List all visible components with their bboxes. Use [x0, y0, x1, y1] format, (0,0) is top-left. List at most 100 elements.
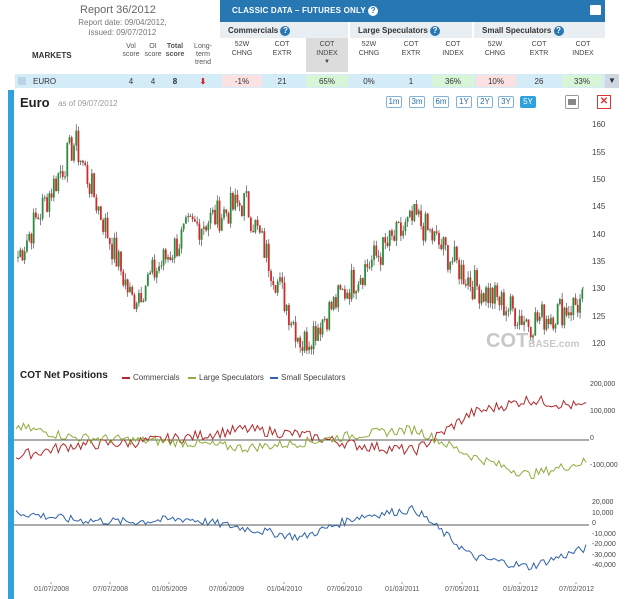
candle-body — [462, 264, 465, 284]
candle-body — [565, 307, 568, 316]
x-tick-label: 01/07/2008 — [34, 586, 70, 593]
candle-body — [444, 237, 447, 246]
candle-body — [361, 278, 364, 286]
candle-body — [48, 193, 51, 212]
candle-body — [570, 312, 572, 316]
price-tick: 130 — [592, 284, 606, 294]
cot-tick: -100,000 — [590, 462, 618, 469]
large-chng-header[interactable]: 52W CHNG — [358, 41, 380, 57]
print-icon[interactable] — [565, 95, 579, 109]
candle-body — [527, 319, 530, 327]
price-tick: 160 — [592, 120, 606, 130]
candle-body — [180, 229, 183, 249]
candle-body — [288, 305, 290, 326]
candle-body — [352, 270, 355, 294]
candle-body — [131, 286, 134, 295]
candle-body — [458, 260, 461, 280]
candle-body — [339, 285, 342, 290]
small-speculators-line — [15, 504, 587, 571]
collapse-icon[interactable]: ▼ — [605, 74, 619, 88]
candle-body — [173, 238, 176, 259]
large-index-header[interactable]: COT INDEX — [442, 41, 464, 57]
range-button-3m[interactable]: 3m — [409, 96, 425, 108]
candle-body — [554, 324, 557, 329]
candle-body — [75, 130, 78, 146]
candle-body — [386, 242, 389, 246]
report-date: Report date: 09/04/2012, — [78, 18, 167, 27]
candle-body — [400, 222, 402, 236]
markets-header: MARKETS — [32, 51, 72, 60]
candle-body — [97, 206, 100, 211]
candle-body — [451, 261, 454, 263]
candle-body — [305, 331, 308, 351]
small-spec-tick: -40,000 — [592, 562, 616, 569]
candle-body — [420, 210, 422, 227]
candle-body — [561, 299, 564, 326]
range-button-6m[interactable]: 6m — [433, 96, 449, 108]
candle-body — [341, 289, 344, 291]
legend-commercials[interactable]: Commercials — [122, 373, 180, 382]
candle-body — [485, 287, 487, 302]
candle-body — [164, 249, 167, 260]
candle-body — [292, 322, 295, 324]
candle-body — [581, 289, 584, 299]
candle-body — [319, 327, 322, 335]
candle-body — [84, 162, 87, 165]
small-extr-header[interactable]: COT EXTR — [529, 41, 549, 57]
candle-body — [90, 173, 93, 194]
candle-body — [124, 279, 127, 286]
comm-chng-header[interactable]: 52W CHNG — [231, 41, 253, 57]
candle-body — [449, 261, 452, 270]
trend-header[interactable]: Long-term trend — [194, 43, 212, 66]
question-icon[interactable]: ? — [430, 26, 441, 36]
report-issued: issued: 09/07/2012 — [88, 28, 157, 37]
candle-body — [411, 210, 414, 221]
legend-small-speculators[interactable]: Small Speculators — [270, 373, 345, 382]
range-button-5y[interactable]: 5Y — [520, 96, 536, 108]
report-dates: Report date: 09/04/2012, issued: 09/07/2… — [70, 18, 175, 38]
small-index-header[interactable]: COT INDEX — [572, 41, 594, 57]
range-button-2y[interactable]: 2Y — [477, 96, 493, 108]
range-button-1m[interactable]: 1m — [386, 96, 402, 108]
large-extr-header[interactable]: COT EXTR — [401, 41, 421, 57]
candle-body — [447, 245, 449, 270]
candle-body — [574, 297, 577, 305]
market-name[interactable]: EURO — [33, 77, 57, 86]
price-tick: 120 — [592, 339, 606, 349]
candle-body — [153, 259, 156, 278]
row-handle-icon[interactable] — [18, 77, 26, 85]
large-speculators-line — [15, 421, 587, 480]
candle-body — [550, 317, 552, 325]
legend-large-speculators[interactable]: Large Speculators — [188, 373, 264, 382]
group-large-speculators: Large Speculators ? — [350, 22, 472, 38]
candle-body — [525, 319, 528, 322]
candle-body — [391, 230, 393, 236]
vol-score-header[interactable]: Vol score — [122, 43, 140, 58]
candle-body — [538, 316, 541, 321]
range-button-1y[interactable]: 1Y — [456, 96, 472, 108]
range-button-3y[interactable]: 3Y — [498, 96, 514, 108]
oi-score-header[interactable]: OI score — [144, 43, 162, 58]
candle-body — [429, 229, 431, 231]
candle-body — [169, 257, 172, 260]
commercials-line — [15, 394, 587, 461]
candle-body — [572, 297, 575, 316]
small-spec-tick: 0 — [592, 520, 596, 527]
candle-body — [146, 274, 149, 286]
candle-body — [393, 235, 396, 241]
question-icon[interactable]: ? — [553, 26, 564, 36]
print-icon[interactable] — [590, 5, 601, 15]
small-index: 33% — [562, 75, 602, 87]
candle-body — [37, 217, 40, 219]
candle-body — [476, 270, 478, 287]
question-icon[interactable]: ? — [280, 26, 291, 36]
comm-extr-header[interactable]: COT EXTR — [272, 41, 292, 57]
total-score-header[interactable]: Total score — [165, 43, 185, 58]
cot-tick: 200,000 — [590, 381, 616, 388]
small-chng-header[interactable]: 52W CHNG — [484, 41, 506, 57]
candle-body — [17, 256, 19, 258]
close-icon[interactable]: ✕ — [597, 95, 611, 109]
candle-body — [263, 231, 266, 258]
question-icon[interactable]: ? — [368, 6, 379, 16]
comm-index-header[interactable]: COT INDEX ▼ — [306, 38, 348, 72]
